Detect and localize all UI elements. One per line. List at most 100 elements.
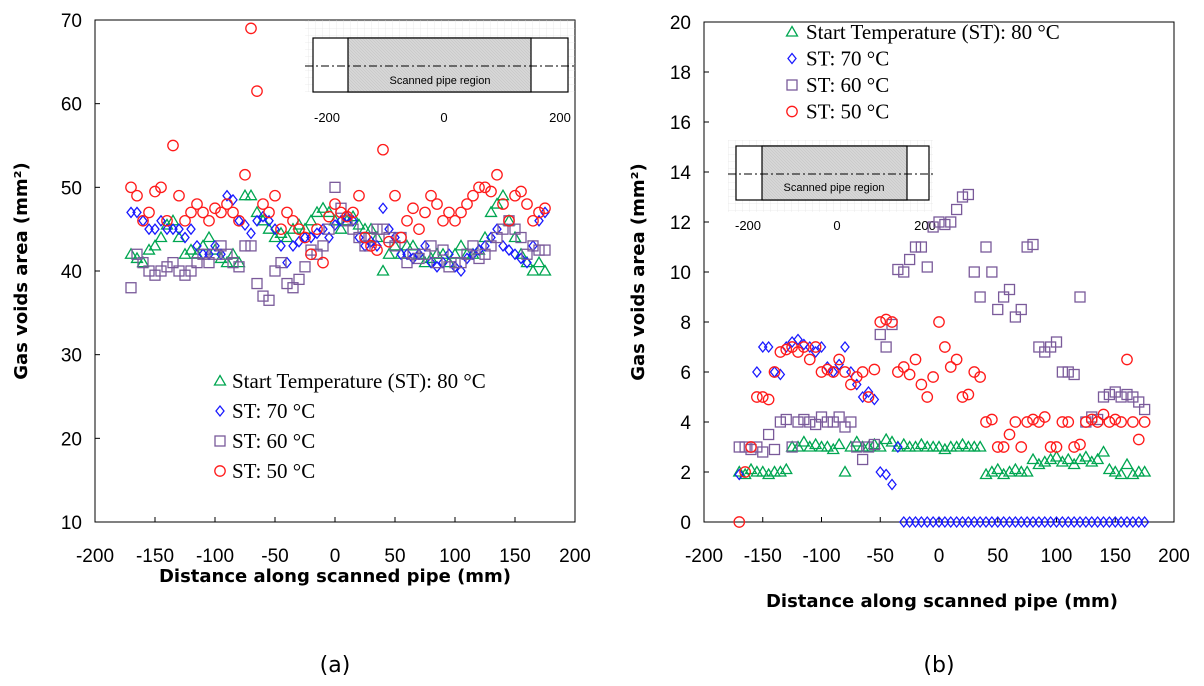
data-point-diamond — [480, 239, 490, 252]
data-point-square — [757, 446, 769, 458]
data-point-circle — [251, 85, 263, 97]
data-point-triangle — [832, 437, 846, 450]
data-point-triangle — [1096, 445, 1111, 457]
data-point-circle — [479, 181, 491, 194]
data-point-square — [329, 181, 341, 193]
data-point-circle — [353, 189, 365, 202]
data-point-triangle — [154, 230, 168, 243]
data-point-circle — [1115, 416, 1127, 428]
data-point-circle — [383, 235, 395, 248]
data-point-square — [527, 240, 539, 252]
data-point-circle — [780, 343, 793, 356]
data-point-diamond — [804, 340, 815, 354]
data-point-circle — [395, 231, 407, 244]
data-point-circle — [149, 185, 161, 198]
data-point-diamond — [294, 235, 304, 248]
data-point-square — [1027, 238, 1039, 251]
data-point-circle — [962, 388, 975, 401]
data-point-square — [1121, 388, 1133, 401]
y-tick-label: 0 — [680, 513, 691, 534]
data-point-circle — [927, 371, 939, 383]
data-point-diamond — [132, 206, 142, 219]
data-point-triangle — [761, 467, 776, 480]
data-point-triangle — [949, 440, 964, 452]
data-point-triangle — [244, 188, 258, 201]
data-point-square — [945, 216, 957, 228]
data-point-diamond — [486, 231, 496, 244]
data-point-triangle — [532, 255, 546, 268]
data-point-circle — [986, 413, 998, 426]
data-point-diamond — [240, 218, 250, 232]
inset-scanned-region — [347, 37, 532, 93]
y-tick-label: 8 — [680, 313, 691, 334]
data-point-square — [1050, 336, 1063, 348]
data-point-square — [359, 240, 371, 252]
data-point-square — [371, 223, 383, 235]
legend-marker-square — [214, 435, 226, 447]
data-point-triangle — [861, 440, 876, 452]
data-point-diamond — [840, 340, 850, 354]
x-tick-label: -200 — [76, 546, 114, 567]
data-point-square — [521, 248, 533, 260]
data-point-triangle — [973, 440, 987, 452]
data-point-triangle — [808, 437, 823, 450]
data-point-circle — [491, 168, 503, 181]
data-point-square — [962, 188, 975, 201]
inset-tick-left: -200 — [735, 218, 761, 233]
data-point-square — [353, 231, 365, 244]
data-point-triangle — [136, 255, 150, 268]
data-point-circle — [845, 378, 857, 391]
y-axis-label-b: Gas voids area (mm²) — [628, 163, 649, 381]
data-point-circle — [497, 198, 509, 210]
y-tick-label: 40 — [61, 262, 82, 283]
data-point-diamond — [834, 358, 844, 371]
data-point-diamond — [390, 231, 400, 244]
data-point-square — [341, 215, 353, 227]
data-point-square — [903, 253, 916, 266]
data-point-circle — [209, 202, 221, 215]
data-point-circle — [203, 214, 215, 227]
data-point-circle — [909, 353, 922, 366]
data-point-circle — [751, 391, 763, 403]
data-point-square — [251, 277, 263, 290]
data-point-circle — [1138, 416, 1151, 428]
y-tick-label: 30 — [61, 346, 82, 367]
panel-label-a: (a) — [320, 653, 351, 678]
data-point-square — [515, 231, 527, 244]
data-point-diamond — [846, 365, 856, 379]
data-point-triangle — [873, 440, 887, 452]
data-point-square — [269, 265, 281, 277]
data-point-circle — [1009, 416, 1022, 428]
data-point-triangle — [897, 437, 911, 450]
data-point-circle — [467, 189, 479, 202]
data-point-circle — [413, 223, 425, 236]
data-point-triangle — [744, 462, 758, 475]
data-point-square — [287, 282, 299, 294]
data-point-square — [1062, 366, 1074, 378]
data-point-circle — [431, 198, 443, 210]
data-point-triangle — [214, 251, 228, 264]
x-tick-label: 150 — [1099, 546, 1131, 567]
data-point-diamond — [444, 248, 454, 261]
data-point-square — [407, 248, 419, 260]
data-point-diamond — [372, 239, 382, 252]
x-axis-label-b: Distance along scanned pipe (mm) — [766, 591, 1118, 612]
data-point-square — [149, 269, 161, 281]
x-tick-label: 150 — [499, 546, 531, 567]
data-point-square — [974, 291, 986, 303]
data-point-circle — [299, 231, 311, 244]
data-point-diamond — [222, 189, 232, 202]
data-point-square — [443, 261, 455, 273]
data-point-circle — [293, 223, 305, 236]
data-point-triangle — [334, 222, 348, 234]
x-tick-label: -50 — [261, 546, 288, 567]
data-point-square — [173, 265, 185, 277]
data-point-diamond — [288, 239, 298, 252]
data-point-triangle — [538, 264, 552, 276]
data-point-circle — [311, 223, 323, 236]
data-point-circle — [827, 366, 840, 378]
legend-label: Start Temperature (ST): 80 °C — [232, 369, 486, 393]
data-point-circle — [527, 214, 539, 227]
data-point-triangle — [1020, 465, 1034, 477]
data-point-circle — [1091, 416, 1104, 428]
